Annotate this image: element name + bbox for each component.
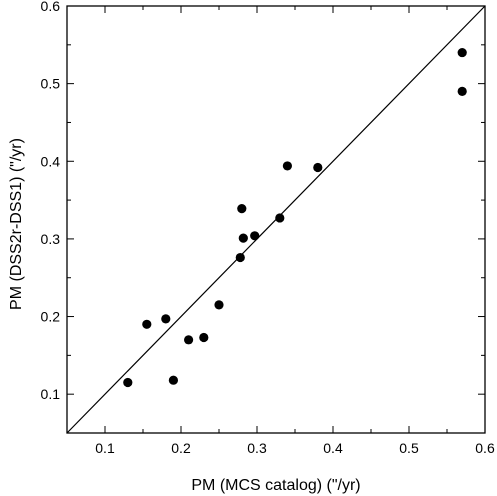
data-point	[214, 300, 224, 310]
x-tick-label: 0.3	[247, 440, 267, 456]
data-point	[142, 319, 152, 329]
y-tick-label: 0.6	[41, 0, 61, 14]
x-axis-label: PM (MCS catalog) ("/yr)	[191, 477, 360, 494]
x-tick-label: 0.1	[95, 440, 115, 456]
data-point	[235, 252, 245, 263]
x-tick-label: 0.6	[475, 440, 495, 456]
data-point	[168, 375, 178, 385]
data-point	[123, 377, 133, 388]
plot-border	[66, 5, 486, 434]
data-point	[199, 332, 209, 343]
data-point	[161, 314, 171, 324]
x-tick-label: 0.4	[323, 440, 343, 456]
data-point	[184, 335, 194, 345]
data-point	[238, 233, 248, 243]
data-point	[282, 161, 292, 171]
axis-ticks	[67, 6, 485, 433]
data-point	[237, 204, 247, 214]
x-tick-label: 0.2	[171, 440, 191, 456]
y-tick-label: 0.5	[41, 76, 61, 92]
data-point	[313, 162, 323, 173]
data-points	[123, 47, 467, 388]
x-tick-label: 0.5	[399, 440, 419, 456]
y-tick-label: 0.3	[41, 231, 61, 247]
y-tick-label: 0.4	[41, 153, 61, 169]
tick-labels: 0.1 0.2 0.3 0.4 0.5 0.6 0.1 0.2 0.3 0.4 0.5 0.6	[41, 0, 495, 456]
data-point	[250, 231, 260, 241]
y-axis-label: PM (DSS2r-DSS1) ("/yr)	[8, 138, 25, 310]
plot-frame	[66, 5, 486, 434]
data-point	[275, 213, 285, 223]
data-point	[457, 47, 467, 58]
y-tick-label: 0.1	[41, 386, 61, 402]
data-point	[457, 86, 467, 96]
y-tick-label: 0.2	[41, 309, 61, 325]
